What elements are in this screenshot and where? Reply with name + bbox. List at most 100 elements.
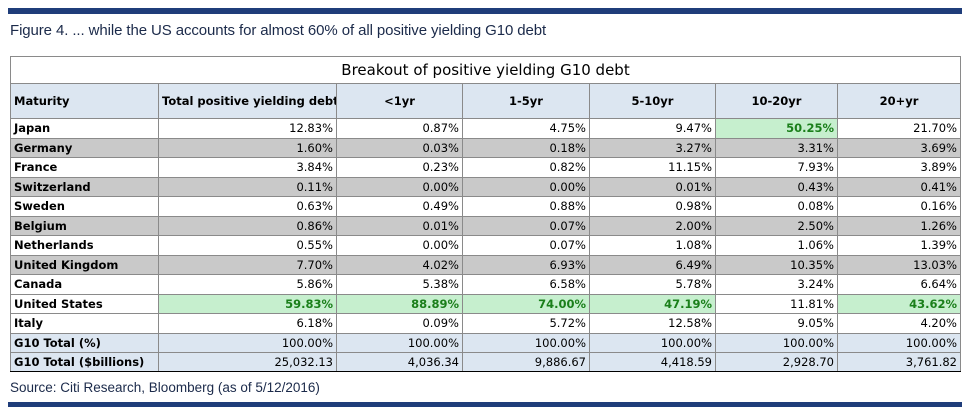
- value-cell: 1.08%: [589, 235, 716, 256]
- column-header: 20+yr: [837, 83, 961, 119]
- table-row: Canada 5.86% 5.38% 6.58% 5.78% 3.24% 6.64%: [10, 274, 961, 295]
- value-cell: 43.62%: [837, 293, 961, 314]
- table-row: Switzerland 0.11% 0.00% 0.00% 0.01% 0.43% 0.41…: [10, 176, 961, 197]
- column-header-row: Maturity Total positive yielding debt <1…: [10, 83, 961, 119]
- value-cell: 1.26%: [837, 215, 961, 236]
- value-cell: 3.24%: [715, 274, 838, 295]
- country-cell: Japan: [10, 118, 159, 139]
- value-cell: 3.27%: [589, 137, 716, 158]
- value-cell: 6.64%: [837, 274, 961, 295]
- value-cell: 5.38%: [336, 274, 463, 295]
- value-cell: 6.18%: [158, 313, 337, 334]
- column-header: 5-10yr: [589, 83, 716, 119]
- value-cell: 4.02%: [336, 254, 463, 275]
- source-note: Source: Citi Research, Bloomberg (as of …: [10, 380, 320, 395]
- total-value-cell: 25,032.13: [158, 351, 337, 372]
- country-cell: Italy: [10, 313, 159, 334]
- value-cell: 6.49%: [589, 254, 716, 275]
- value-cell: 0.63%: [158, 196, 337, 217]
- value-cell: 0.03%: [336, 137, 463, 158]
- total-value-cell: 100.00%: [462, 332, 590, 353]
- value-cell: 12.83%: [158, 118, 337, 139]
- total-value-cell: 100.00%: [715, 332, 838, 353]
- table-row: Italy 6.18% 0.09% 5.72% 12.58% 9.05% 4.20%: [10, 313, 961, 334]
- country-cell: Germany: [10, 137, 159, 158]
- value-cell: 0.07%: [462, 235, 590, 256]
- value-cell: 11.81%: [715, 293, 838, 314]
- country-cell: Canada: [10, 274, 159, 295]
- value-cell: 0.09%: [336, 313, 463, 334]
- value-cell: 9.05%: [715, 313, 838, 334]
- column-header: <1yr: [336, 83, 463, 119]
- total-value-cell: 4,418.59: [589, 351, 716, 372]
- value-cell: 2.50%: [715, 215, 838, 236]
- total-value-cell: 9,886.67: [462, 351, 590, 372]
- value-cell: 5.78%: [589, 274, 716, 295]
- value-cell: 2.00%: [589, 215, 716, 236]
- country-cell: Netherlands: [10, 235, 159, 256]
- total-value-cell: 100.00%: [336, 332, 463, 353]
- bottom-rule: [8, 402, 962, 407]
- value-cell: 13.03%: [837, 254, 961, 275]
- value-cell: 4.75%: [462, 118, 590, 139]
- value-cell: 21.70%: [837, 118, 961, 139]
- value-cell: 0.11%: [158, 176, 337, 197]
- value-cell: 5.72%: [462, 313, 590, 334]
- value-cell: 12.58%: [589, 313, 716, 334]
- value-cell: 0.82%: [462, 157, 590, 178]
- column-header: Maturity: [10, 83, 159, 119]
- value-cell: 3.69%: [837, 137, 961, 158]
- country-cell: Switzerland: [10, 176, 159, 197]
- value-cell: 0.00%: [462, 176, 590, 197]
- value-cell: 3.89%: [837, 157, 961, 178]
- table-row: Belgium 0.86% 0.01% 0.07% 2.00% 2.50% 1.26%: [10, 215, 961, 236]
- total-label-cell: G10 Total (%): [10, 332, 159, 353]
- value-cell: 0.07%: [462, 215, 590, 236]
- value-cell: 0.16%: [837, 196, 961, 217]
- country-cell: Sweden: [10, 196, 159, 217]
- total-value-cell: 3,761.82: [837, 351, 961, 372]
- total-row: G10 Total ($billions) 25,032.13 4,036.34 9,…: [10, 351, 961, 372]
- value-cell: 0.23%: [336, 157, 463, 178]
- value-cell: 9.47%: [589, 118, 716, 139]
- table-row: Germany 1.60% 0.03% 0.18% 3.27% 3.31% 3.69%: [10, 137, 961, 158]
- total-value-cell: 2,928.70: [715, 351, 838, 372]
- value-cell: 88.89%: [336, 293, 463, 314]
- value-cell: 3.84%: [158, 157, 337, 178]
- value-cell: 0.08%: [715, 196, 838, 217]
- table-row: France 3.84% 0.23% 0.82% 11.15% 7.93% 3.89%: [10, 157, 961, 178]
- value-cell: 50.25%: [715, 118, 838, 139]
- value-cell: 6.58%: [462, 274, 590, 295]
- value-cell: 1.39%: [837, 235, 961, 256]
- top-rule: [8, 8, 962, 14]
- total-value-cell: 100.00%: [589, 332, 716, 353]
- column-header: Total positive yielding debt: [158, 83, 337, 119]
- total-value-cell: 4,036.34: [336, 351, 463, 372]
- total-value-cell: 100.00%: [837, 332, 961, 353]
- figure-title: Figure 4. ... while the US accounts for …: [10, 22, 547, 39]
- country-cell: France: [10, 157, 159, 178]
- value-cell: 59.83%: [158, 293, 337, 314]
- table-row: United States 59.83% 88.89% 74.00% 47.19% 11.…: [10, 293, 961, 314]
- value-cell: 7.70%: [158, 254, 337, 275]
- total-value-cell: 100.00%: [158, 332, 337, 353]
- value-cell: 0.01%: [336, 215, 463, 236]
- table-title: Breakout of positive yielding G10 debt: [10, 56, 961, 84]
- country-cell: Belgium: [10, 215, 159, 236]
- column-header: 1-5yr: [462, 83, 590, 119]
- value-cell: 10.35%: [715, 254, 838, 275]
- value-cell: 74.00%: [462, 293, 590, 314]
- value-cell: 5.86%: [158, 274, 337, 295]
- value-cell: 0.41%: [837, 176, 961, 197]
- value-cell: 0.98%: [589, 196, 716, 217]
- country-cell: United States: [10, 293, 159, 314]
- debt-table: Breakout of positive yielding G10 debt M…: [10, 56, 961, 372]
- value-cell: 0.86%: [158, 215, 337, 236]
- value-cell: 0.00%: [336, 235, 463, 256]
- value-cell: 1.60%: [158, 137, 337, 158]
- value-cell: 47.19%: [589, 293, 716, 314]
- value-cell: 0.87%: [336, 118, 463, 139]
- total-label-cell: G10 Total ($billions): [10, 351, 159, 372]
- value-cell: 0.43%: [715, 176, 838, 197]
- value-cell: 1.06%: [715, 235, 838, 256]
